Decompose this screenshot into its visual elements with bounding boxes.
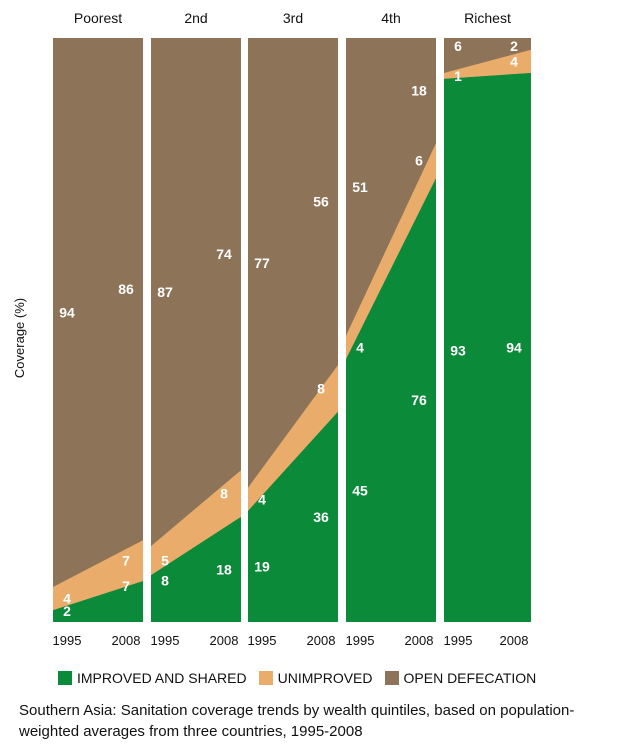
legend-swatch — [384, 671, 399, 685]
improved-label: 94 — [506, 340, 522, 356]
year-tick: 2008 — [112, 633, 141, 648]
open-defecation-label: 18 — [411, 83, 427, 99]
quintile-label: Poorest — [74, 10, 122, 26]
unimproved-label: 5 — [161, 553, 169, 569]
year-tick: 2008 — [210, 633, 239, 648]
improved-label: 19 — [254, 559, 270, 575]
legend-item: UNIMPROVED — [258, 670, 373, 686]
year-tick: 2008 — [405, 633, 434, 648]
unimproved-label: 4 — [258, 491, 266, 507]
x-tick-labels: 1995 2008 1995 2008 1995 2008 1995 2008 1995 2008 — [53, 633, 529, 648]
open-defecation-label: 2 — [510, 38, 518, 54]
year-tick: 1995 — [53, 633, 82, 648]
unimproved-label: 8 — [317, 380, 325, 396]
chart-caption: Southern Asia: Sanitation coverage trend… — [19, 702, 575, 740]
legend-label: OPEN DEFECATION — [403, 670, 537, 686]
unimproved-label: 1 — [454, 68, 462, 84]
open-defecation-label: 87 — [157, 284, 173, 300]
data-labels: 2494778685871887419477368564545176618931… — [59, 38, 522, 619]
plot-area — [53, 36, 531, 624]
legend-label: UNIMPROVED — [277, 670, 373, 686]
legend-label: IMPROVED AND SHARED — [77, 670, 247, 686]
chart: Coverage (%) Poorest 2nd 3rd 4th Richest 199… — [12, 10, 531, 648]
open-defecation-label: 77 — [254, 255, 270, 271]
quintile-label: 2nd — [184, 10, 207, 26]
year-tick: 1995 — [346, 633, 375, 648]
year-tick: 1995 — [444, 633, 473, 648]
open-defecation-label: 94 — [59, 304, 75, 320]
legend-item: IMPROVED AND SHARED — [58, 670, 247, 686]
improved-label: 18 — [216, 561, 232, 577]
improved-label: 45 — [352, 483, 368, 499]
open-defecation-area-0 — [53, 38, 143, 622]
legend-swatch — [258, 671, 273, 685]
improved-label: 7 — [122, 578, 130, 594]
year-tick: 1995 — [151, 633, 180, 648]
improved-label: 36 — [313, 509, 329, 525]
improved-label: 2 — [63, 603, 71, 619]
quintile-label: 4th — [381, 10, 400, 26]
y-axis-label: Coverage (%) — [12, 298, 27, 378]
year-tick: 2008 — [307, 633, 336, 648]
open-defecation-label: 86 — [118, 281, 134, 297]
quintile-label: 3rd — [283, 10, 303, 26]
improved-label: 76 — [411, 392, 427, 408]
unimproved-label: 4 — [63, 591, 71, 607]
unimproved-label: 4 — [510, 53, 518, 69]
legend-swatch — [58, 671, 72, 685]
open-defecation-label: 6 — [454, 38, 462, 54]
year-tick: 2008 — [500, 633, 529, 648]
unimproved-label: 4 — [356, 340, 364, 356]
panel-gap — [143, 36, 151, 624]
improved-label: 8 — [161, 572, 169, 588]
quintile-label: Richest — [464, 10, 511, 26]
panel-gap — [241, 36, 248, 624]
unimproved-label: 7 — [122, 553, 130, 569]
panel-gap — [338, 36, 346, 624]
legend: IMPROVED AND SHARED UNIMPROVED OPEN DEFECA… — [58, 666, 548, 690]
unimproved-label: 6 — [415, 153, 423, 169]
legend-item: OPEN DEFECATION — [384, 670, 537, 686]
open-defecation-label: 56 — [313, 194, 329, 210]
year-tick: 1995 — [248, 633, 277, 648]
open-defecation-label: 51 — [352, 179, 368, 195]
panel-gap — [436, 36, 444, 624]
quintile-labels: Poorest 2nd 3rd 4th Richest — [74, 10, 511, 26]
unimproved-label: 8 — [220, 486, 228, 502]
improved-label: 93 — [450, 342, 466, 358]
open-defecation-label: 74 — [216, 246, 232, 262]
improved-area — [53, 73, 531, 622]
